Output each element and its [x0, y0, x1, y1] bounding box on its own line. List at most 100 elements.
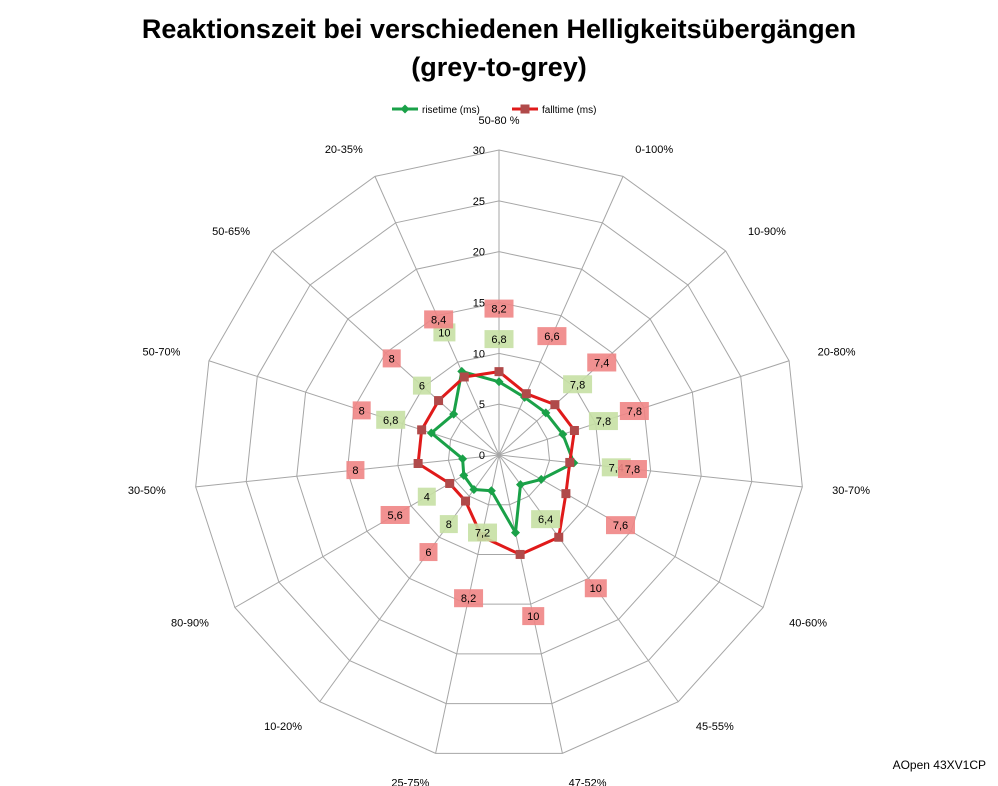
series-marker-2	[494, 367, 504, 377]
series-marker-1	[458, 454, 468, 464]
category-label: 80-90%	[171, 618, 209, 630]
chart-title: Reaktionszeit bei verschiedenen Helligke…	[0, 10, 998, 86]
data-label-box-1	[412, 376, 431, 395]
data-label-box-1	[468, 523, 498, 542]
category-label: 25-75%	[391, 778, 429, 786]
category-label: 10-90%	[748, 226, 786, 238]
category-label: 50-70%	[142, 346, 180, 358]
grid-spoke	[498, 454, 563, 754]
series-marker-1	[536, 474, 546, 484]
data-label-1: 7,2	[475, 528, 490, 540]
series-marker-1	[459, 470, 469, 480]
data-label-box-2	[346, 461, 365, 480]
grid-spoke	[498, 454, 679, 703]
data-label-box-2	[584, 579, 607, 598]
series-marker-2	[461, 496, 471, 506]
data-label-box-1	[376, 410, 406, 429]
data-label-box-2	[619, 402, 649, 421]
data-label-2: 8	[352, 465, 358, 477]
category-label: 20-35%	[325, 144, 363, 156]
data-label-box-2	[587, 353, 617, 372]
radial-tick-label: 25	[473, 196, 485, 208]
data-label-1: 10	[438, 327, 450, 339]
data-label-2: 5,6	[387, 510, 402, 522]
series-marker-1	[449, 409, 459, 419]
grid-ring	[296, 251, 702, 655]
radial-tick-label: 10	[473, 348, 485, 360]
series-marker-1	[426, 428, 436, 438]
data-label-box-2	[606, 516, 636, 535]
data-label-box-2	[484, 299, 514, 318]
grid-spoke	[498, 176, 624, 456]
data-label-1: 6,8	[491, 334, 506, 346]
data-label-box-2	[380, 505, 410, 524]
data-label-2: 7,6	[613, 520, 628, 532]
data-label-2: 8,2	[461, 593, 476, 605]
data-label-2: 10	[527, 611, 539, 623]
grid-spoke	[319, 454, 500, 703]
legend-label-1: risetime (ms)	[422, 105, 480, 116]
radial-tick-label: 15	[473, 298, 485, 310]
data-label-1: 8	[446, 519, 452, 531]
series-marker-2	[459, 372, 469, 382]
data-label-2: 6	[425, 547, 431, 559]
data-label-2: 7,8	[625, 464, 640, 476]
chart-title-line-2: (grey-to-grey)	[411, 52, 587, 82]
category-label: 45-55%	[696, 721, 734, 733]
data-label-2: 8,2	[491, 304, 506, 316]
series-marker-2	[434, 396, 444, 406]
radial-tick-label: 0	[479, 450, 485, 462]
series-marker-1	[516, 480, 526, 490]
series-marker-2	[445, 478, 455, 488]
data-label-box-2	[424, 310, 454, 329]
grid-ring	[245, 200, 753, 705]
data-label-2: 10	[590, 583, 602, 595]
series-marker-1	[486, 486, 496, 496]
radial-tick-label: 5	[479, 399, 485, 411]
data-label-1: 6,4	[538, 514, 553, 526]
data-label-2: 6,6	[544, 331, 559, 343]
grid-ring	[195, 149, 803, 754]
series-marker-2	[569, 425, 579, 435]
data-label-box-2	[454, 589, 484, 608]
data-label-box-2	[617, 460, 647, 479]
data-label-box-2	[352, 401, 371, 420]
series-marker-2	[554, 532, 564, 542]
series-line-1	[429, 369, 576, 535]
series-marker-1	[541, 408, 551, 418]
legend-marker-2	[520, 104, 530, 114]
category-label: 30-50%	[128, 485, 166, 497]
series-marker-1	[510, 528, 520, 538]
radial-tick-label: 20	[473, 247, 485, 259]
data-label-2: 7,8	[627, 406, 642, 418]
data-label-box-1	[484, 330, 514, 349]
category-label: 20-80%	[818, 346, 856, 358]
grid-spoke	[234, 454, 500, 608]
category-label: 50-65%	[212, 226, 250, 238]
data-label-1: 7,8	[570, 379, 585, 391]
data-label-box-2	[382, 349, 401, 368]
series-marker-1	[469, 485, 479, 495]
data-label-box-1	[531, 510, 561, 529]
data-label-1: 6,8	[383, 415, 398, 427]
category-label: 40-60%	[789, 618, 827, 630]
data-label-box-1	[417, 487, 436, 506]
series-marker-2	[413, 459, 423, 469]
data-label-2: 8	[389, 353, 395, 365]
category-label: 0-100%	[635, 144, 673, 156]
grid-ring	[346, 301, 652, 605]
series-marker-2	[515, 549, 525, 559]
data-label-1: 7,8	[596, 416, 611, 428]
series-marker-1	[494, 377, 504, 387]
data-label-box-1	[439, 515, 458, 534]
legend-marker-1	[400, 104, 410, 114]
data-label-box-2	[419, 543, 438, 562]
category-label: 47-52%	[569, 778, 607, 786]
data-label-2: 8,4	[431, 314, 446, 326]
series-marker-2	[521, 389, 531, 399]
series-line-2	[416, 370, 576, 556]
series-marker-1	[558, 429, 568, 439]
data-label-1: 4	[424, 492, 430, 504]
data-label-box-1	[588, 412, 618, 431]
